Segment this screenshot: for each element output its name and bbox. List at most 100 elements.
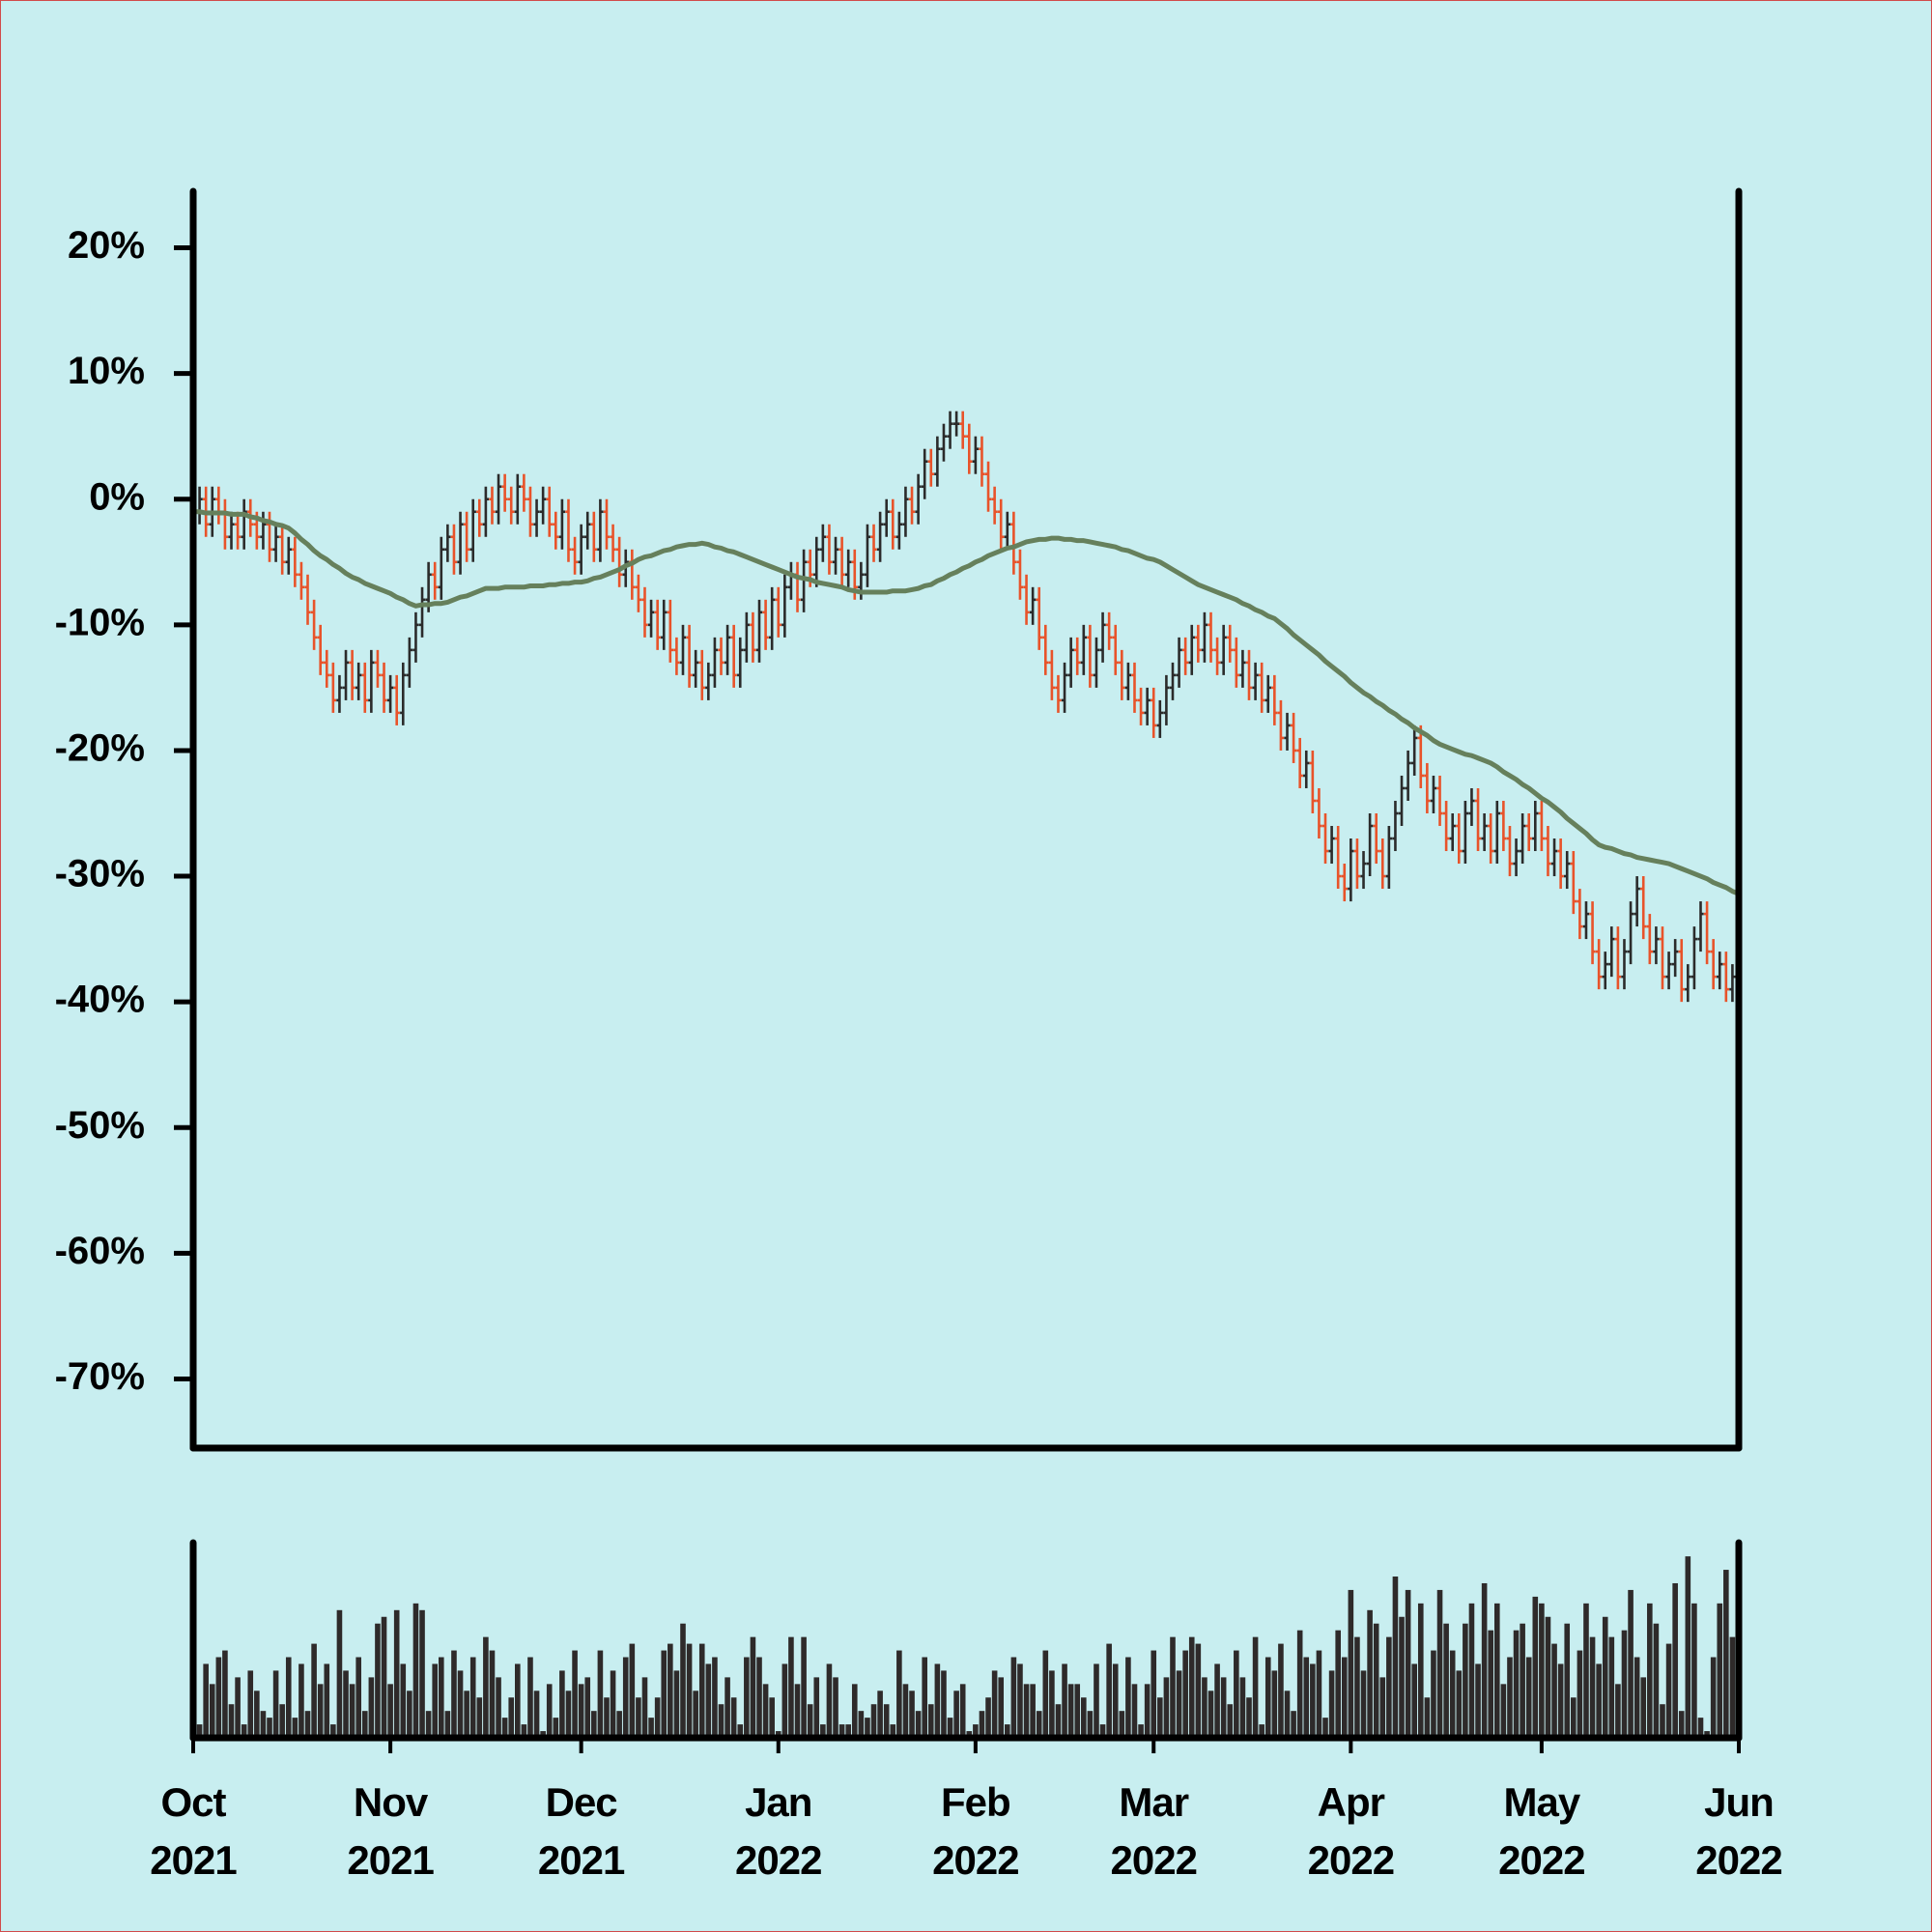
- ohlc-bar: [641, 586, 648, 638]
- volume-bar: [1202, 1677, 1208, 1738]
- volume-bar: [1608, 1636, 1615, 1738]
- volume-bar: [496, 1677, 501, 1738]
- ohlc-bar: [819, 524, 827, 562]
- volume-bar: [762, 1684, 769, 1738]
- volume-bar: [527, 1657, 533, 1738]
- volume-bar: [648, 1718, 654, 1738]
- ohlc-bar: [1614, 926, 1622, 990]
- ohlc-bar: [1488, 812, 1494, 865]
- ohlc-bar: [629, 549, 636, 600]
- volume-bar: [1188, 1636, 1195, 1738]
- volume-bar: [1431, 1650, 1436, 1738]
- volume-bar: [546, 1684, 553, 1738]
- volume-bar: [1296, 1630, 1303, 1738]
- ohlc-bar: [998, 498, 1005, 550]
- volume-bar: [432, 1663, 439, 1738]
- volume-bar: [1246, 1697, 1252, 1738]
- volume-bar: [584, 1677, 591, 1738]
- ohlc-bar: [1577, 889, 1583, 940]
- x-tick-label: Apr 2022: [1307, 1779, 1395, 1883]
- volume-bar: [718, 1704, 724, 1738]
- volume-bar: [521, 1724, 527, 1738]
- volume-bar: [1500, 1684, 1507, 1738]
- ohlc-bar: [342, 649, 350, 700]
- ohlc-bar: [1233, 637, 1240, 688]
- volume-bar: [820, 1724, 826, 1738]
- ohlc-bar: [324, 649, 330, 688]
- ohlc-bar: [285, 536, 292, 575]
- ohlc-bar: [991, 486, 998, 525]
- volume-bar: [1373, 1623, 1379, 1738]
- ohlc-bar: [1513, 838, 1520, 877]
- volume-bar: [890, 1724, 896, 1738]
- volume-bar: [572, 1650, 578, 1738]
- ohlc-bar: [526, 486, 534, 537]
- ohlc-bar: [1176, 637, 1182, 688]
- ohlc-bar: [584, 511, 591, 550]
- ohlc-bar: [679, 624, 687, 675]
- ohlc-bar: [1685, 964, 1691, 1003]
- volume-bar: [877, 1690, 883, 1738]
- ohlc-bar: [1264, 674, 1271, 713]
- ohlc-bar: [1016, 549, 1024, 600]
- volume-bar: [1672, 1582, 1678, 1738]
- ohlc-bar: [336, 674, 343, 713]
- volume-bar: [565, 1690, 572, 1738]
- volume-bar: [927, 1704, 934, 1738]
- volume-bar: [1468, 1603, 1475, 1738]
- ohlc-bar: [1195, 624, 1202, 663]
- ohlc-bar: [1144, 687, 1151, 725]
- ohlc-bar: [329, 662, 337, 713]
- ohlc-bar: [368, 649, 375, 713]
- ohlc-bar: [1456, 812, 1463, 865]
- volume-bar: [622, 1657, 629, 1738]
- ohlc-bar: [775, 586, 781, 638]
- x-tick-label: Dec 2021: [537, 1779, 625, 1883]
- volume-bar: [298, 1663, 304, 1738]
- volume-bar: [788, 1636, 794, 1738]
- volume-bar: [279, 1704, 285, 1738]
- volume-bar: [1036, 1711, 1042, 1738]
- volume-bar: [1074, 1684, 1081, 1738]
- ohlc-bar: [292, 536, 298, 587]
- ohlc-bar: [1029, 586, 1037, 625]
- ohlc-bar: [1208, 611, 1214, 663]
- volume-bar: [1170, 1636, 1176, 1738]
- volume-bar: [1660, 1704, 1665, 1738]
- ohlc-bar: [571, 536, 579, 575]
- ohlc-bar: [711, 637, 719, 688]
- ohlc-bar: [1690, 926, 1698, 990]
- volume-bar: [781, 1663, 788, 1738]
- volume-bar: [285, 1657, 292, 1738]
- ohlc-bar: [959, 411, 966, 449]
- ohlc-bar: [501, 473, 508, 512]
- y-tick-label: 20%: [68, 224, 145, 267]
- volume-bar: [629, 1643, 636, 1738]
- volume-bar: [686, 1643, 693, 1738]
- volume-bar: [1449, 1650, 1456, 1738]
- ohlc-bar: [412, 611, 419, 663]
- volume-bar: [673, 1670, 680, 1738]
- ohlc-bar: [1290, 712, 1297, 763]
- volume-bar: [469, 1657, 476, 1738]
- ohlc-bar: [1493, 800, 1500, 865]
- ohlc-bar: [374, 649, 382, 688]
- ohlc-bar: [310, 599, 318, 650]
- volume-bar: [1602, 1616, 1608, 1738]
- ohlc-bar: [927, 448, 934, 487]
- ohlc-bar: [450, 524, 458, 575]
- ohlc-bar: [1124, 662, 1132, 700]
- y-tick-label: 10%: [68, 350, 145, 392]
- volume-bar: [858, 1711, 865, 1738]
- ohlc-bar: [1398, 775, 1406, 827]
- ohlc-bar: [800, 549, 808, 612]
- ohlc-bar: [393, 674, 400, 725]
- ohlc-bar: [844, 549, 852, 587]
- volume-bar: [1144, 1684, 1151, 1738]
- volume-bar: [1424, 1697, 1431, 1738]
- volume-bar: [235, 1677, 241, 1738]
- ohlc-bar: [952, 411, 960, 437]
- ohlc-bar: [1348, 838, 1354, 902]
- ohlc-bar: [1430, 775, 1437, 813]
- volume-bar: [1647, 1603, 1653, 1738]
